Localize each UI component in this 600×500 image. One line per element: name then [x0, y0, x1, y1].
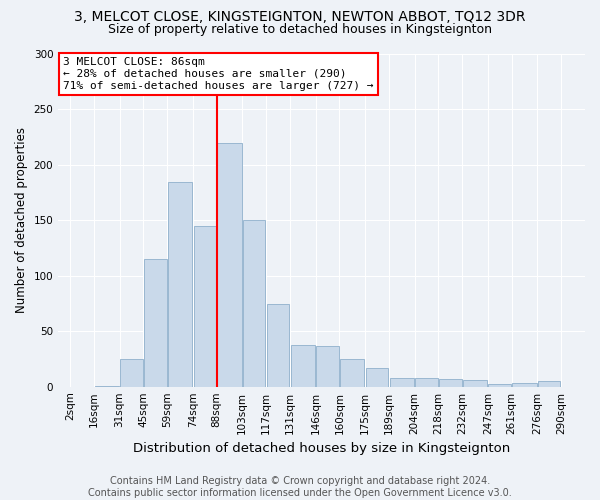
Bar	[267, 304, 289, 386]
Bar	[366, 368, 388, 386]
Bar	[243, 220, 265, 386]
Bar	[120, 359, 143, 386]
Bar	[340, 359, 364, 386]
Bar	[512, 384, 536, 386]
Bar	[538, 381, 560, 386]
Bar	[488, 384, 511, 386]
Bar	[389, 378, 414, 386]
Bar	[463, 380, 487, 386]
Bar	[291, 344, 315, 387]
Bar	[144, 259, 167, 386]
Bar	[415, 378, 437, 386]
Text: 3, MELCOT CLOSE, KINGSTEIGNTON, NEWTON ABBOT, TQ12 3DR: 3, MELCOT CLOSE, KINGSTEIGNTON, NEWTON A…	[74, 10, 526, 24]
Text: Contains HM Land Registry data © Crown copyright and database right 2024.
Contai: Contains HM Land Registry data © Crown c…	[88, 476, 512, 498]
Bar	[439, 379, 461, 386]
Bar	[194, 226, 216, 386]
Bar	[316, 346, 339, 387]
Text: Size of property relative to detached houses in Kingsteignton: Size of property relative to detached ho…	[108, 22, 492, 36]
Bar	[168, 182, 192, 386]
Text: 3 MELCOT CLOSE: 86sqm
← 28% of detached houses are smaller (290)
71% of semi-det: 3 MELCOT CLOSE: 86sqm ← 28% of detached …	[64, 58, 374, 90]
Y-axis label: Number of detached properties: Number of detached properties	[15, 128, 28, 314]
X-axis label: Distribution of detached houses by size in Kingsteignton: Distribution of detached houses by size …	[133, 442, 510, 455]
Bar	[217, 142, 242, 386]
